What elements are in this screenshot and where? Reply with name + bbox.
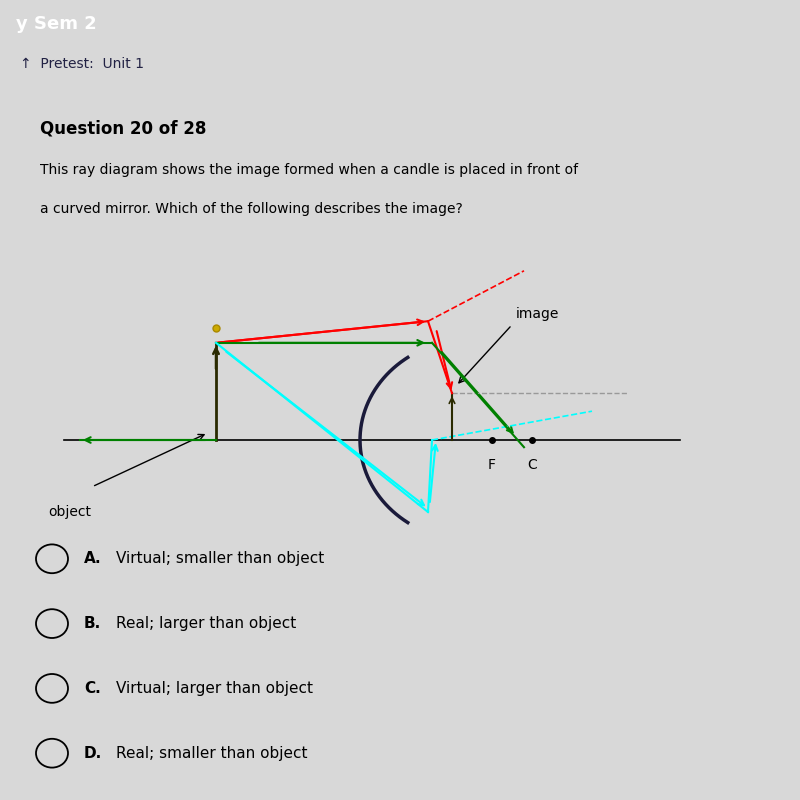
Text: Virtual; larger than object: Virtual; larger than object [116, 681, 313, 696]
Text: image: image [516, 307, 559, 322]
Text: B.: B. [84, 616, 102, 631]
Text: This ray diagram shows the image formed when a candle is placed in front of: This ray diagram shows the image formed … [40, 163, 578, 177]
Text: Question 20 of 28: Question 20 of 28 [40, 120, 206, 138]
Text: A.: A. [84, 551, 102, 566]
Text: object: object [48, 505, 91, 519]
Text: D.: D. [84, 746, 102, 761]
Text: y Sem 2: y Sem 2 [16, 15, 97, 34]
Text: C: C [527, 458, 537, 472]
Text: Real; smaller than object: Real; smaller than object [116, 746, 307, 761]
Text: a curved mirror. Which of the following describes the image?: a curved mirror. Which of the following … [40, 202, 462, 217]
Text: Real; larger than object: Real; larger than object [116, 616, 296, 631]
Text: F: F [488, 458, 496, 472]
Text: Virtual; smaller than object: Virtual; smaller than object [116, 551, 324, 566]
Text: ↑  Pretest:  Unit 1: ↑ Pretest: Unit 1 [20, 57, 144, 71]
Text: C.: C. [84, 681, 101, 696]
